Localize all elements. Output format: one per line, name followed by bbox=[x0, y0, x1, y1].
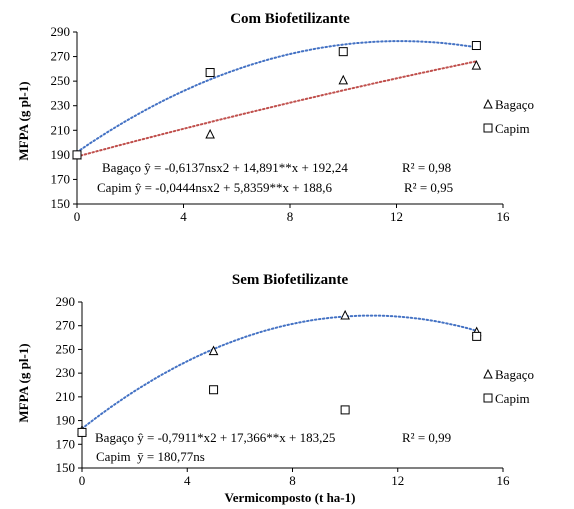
y-tick-label: 290 bbox=[56, 294, 76, 309]
x-tick-label: 8 bbox=[287, 209, 294, 224]
x-tick-label: 16 bbox=[497, 473, 511, 488]
point-capim bbox=[338, 47, 348, 57]
equation-capim: Capim ȳ = 180,77ns bbox=[96, 449, 205, 464]
chart-title: Com Biofetilizante bbox=[230, 11, 350, 27]
point-capim bbox=[471, 41, 481, 51]
point-bagaco bbox=[340, 309, 350, 320]
chart-sem-biofertilizante: Sem Biofetilizante MFPA (g pl-1) Vermico… bbox=[16, 272, 534, 505]
legend-marker-bagaco bbox=[483, 98, 493, 109]
y-tick-label: 270 bbox=[56, 318, 76, 333]
point-capim bbox=[209, 385, 219, 395]
y-tick-label: 170 bbox=[56, 436, 76, 451]
legend-label-capim: Capim bbox=[495, 121, 530, 136]
r2-bagaco: R² = 0,98 bbox=[402, 160, 451, 175]
r2-capim: R² = 0,95 bbox=[404, 180, 453, 195]
y-axis-label: MFPA (g pl-1) bbox=[16, 343, 31, 422]
point-capim bbox=[77, 427, 87, 437]
point-bagaco bbox=[338, 74, 349, 85]
legend-label-capim: Capim bbox=[495, 391, 530, 406]
x-tick-label: 4 bbox=[180, 209, 187, 224]
y-tick-label: 170 bbox=[51, 171, 71, 186]
y-tick-label: 190 bbox=[51, 147, 71, 162]
plot-area: 150 170 190 210 230 250 270 290 0 4 8 12 16 bbox=[51, 24, 511, 224]
legend-marker-capim bbox=[483, 393, 493, 403]
trendline-bagaco bbox=[76, 40, 478, 154]
x-tick-label: 0 bbox=[79, 473, 86, 488]
legend-marker-capim bbox=[483, 123, 493, 133]
chart-title: Sem Biofetilizante bbox=[232, 272, 349, 288]
equation-bagaco: Bagaço ŷ = -0,7911*x2 + 17,366**x + 183,… bbox=[95, 430, 335, 445]
y-tick-label: 230 bbox=[51, 98, 71, 113]
equation-bagaco: Bagaço ŷ = -0,6137nsx2 + 14,891**x + 192… bbox=[102, 160, 348, 175]
x-tick-label: 0 bbox=[74, 209, 81, 224]
legend: Bagaço Capim bbox=[483, 97, 534, 136]
legend-label-bagaco: Bagaço bbox=[495, 367, 534, 382]
point-bagaco bbox=[208, 345, 219, 356]
trendline-capim bbox=[76, 60, 478, 158]
y-tick-label: 150 bbox=[56, 460, 76, 475]
x-tick-label: 8 bbox=[289, 473, 296, 488]
point-capim bbox=[72, 150, 82, 160]
point-capim bbox=[340, 405, 350, 415]
r2-bagaco: R² = 0,99 bbox=[402, 430, 451, 445]
y-axis-label: MFPA (g pl-1) bbox=[16, 81, 31, 160]
y-tick-label: 230 bbox=[56, 365, 76, 380]
chart-com-biofertilizante: Com Biofetilizante MFPA (g pl-1) 1501701… bbox=[16, 11, 534, 224]
equation-capim: Capim ŷ = -0,0444nsx2 + 5,8359**x + 188,… bbox=[97, 180, 333, 195]
y-tick-label: 190 bbox=[56, 413, 76, 428]
point-bagaco bbox=[205, 128, 215, 139]
point-bagaco bbox=[471, 60, 482, 70]
y-tick-label: 210 bbox=[51, 122, 71, 137]
y-tick-label: 250 bbox=[56, 341, 76, 356]
point-capim bbox=[205, 68, 215, 78]
x-tick-label: 12 bbox=[390, 209, 403, 224]
point-capim bbox=[472, 331, 482, 341]
y-tick-label: 250 bbox=[51, 73, 71, 88]
y-tick-label: 210 bbox=[56, 389, 76, 404]
plot-area: 150 170 190 210 230 250 270 290 0 4 8 12 16 bbox=[56, 294, 511, 488]
legend: Bagaço Capim bbox=[483, 367, 534, 406]
x-tick-label: 12 bbox=[391, 473, 404, 488]
y-tick-label: 290 bbox=[51, 24, 71, 39]
x-tick-label: 16 bbox=[497, 209, 511, 224]
legend-label-bagaco: Bagaço bbox=[495, 97, 534, 112]
y-tick-label: 270 bbox=[51, 49, 71, 64]
legend-marker-bagaco bbox=[483, 368, 493, 379]
x-tick-label: 4 bbox=[184, 473, 191, 488]
trendline-bagaco bbox=[81, 314, 478, 430]
y-tick-label: 150 bbox=[51, 196, 71, 211]
x-axis-label: Vermicomposto (t ha-1) bbox=[225, 490, 356, 505]
